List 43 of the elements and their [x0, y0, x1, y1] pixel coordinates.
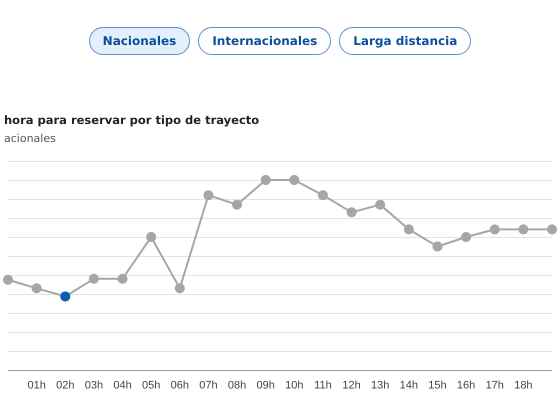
text: Larga distancia: [339, 27, 472, 55]
point: [260, 175, 271, 185]
point: [3, 274, 13, 285]
x-tick-label: 18h: [514, 380, 533, 392]
x-tick-label: 03h: [84, 380, 104, 392]
x-tick-label: 04h: [113, 380, 132, 392]
x-tick-label: 07h: [199, 380, 218, 392]
point: [518, 224, 528, 234]
x-tick-label: 02h: [56, 380, 74, 392]
point: [118, 274, 128, 284]
x-tick-label: 17h: [486, 380, 504, 392]
x-tick-label: 05h: [142, 380, 160, 392]
point: [346, 207, 357, 218]
point: [289, 175, 300, 185]
point: [232, 200, 242, 210]
point: [375, 200, 386, 210]
text: Internacionales: [198, 27, 332, 55]
point: [432, 242, 442, 252]
point: [60, 291, 70, 302]
x-tick-label: 08h: [228, 380, 246, 392]
x-tick-label: 16h: [456, 380, 476, 392]
point: [461, 232, 472, 242]
chart-title: hora para reservar por tipo de trayecto: [4, 113, 260, 127]
point: [174, 283, 185, 294]
point: [146, 232, 156, 242]
text: Nacionales: [88, 27, 190, 55]
point: [318, 190, 328, 200]
point: [404, 224, 414, 234]
point: [547, 224, 557, 234]
x-tick-label: 10h: [285, 380, 304, 392]
x-tick-label: 11h: [314, 380, 332, 392]
x-tick-label: 14h: [400, 380, 418, 392]
x-tick-label: 12h: [342, 380, 361, 392]
chart-subtitle: acionales: [4, 132, 56, 145]
point: [32, 283, 42, 294]
point: [490, 224, 500, 234]
x-tick-label: 09h: [256, 380, 275, 392]
x-tick-label: 13h: [371, 380, 390, 392]
x-tick-label: 15h: [428, 380, 447, 392]
point: [203, 190, 214, 200]
point: [88, 274, 99, 284]
x-tick-label: 01h: [27, 380, 46, 392]
x-tick-label: 06h: [170, 380, 189, 392]
